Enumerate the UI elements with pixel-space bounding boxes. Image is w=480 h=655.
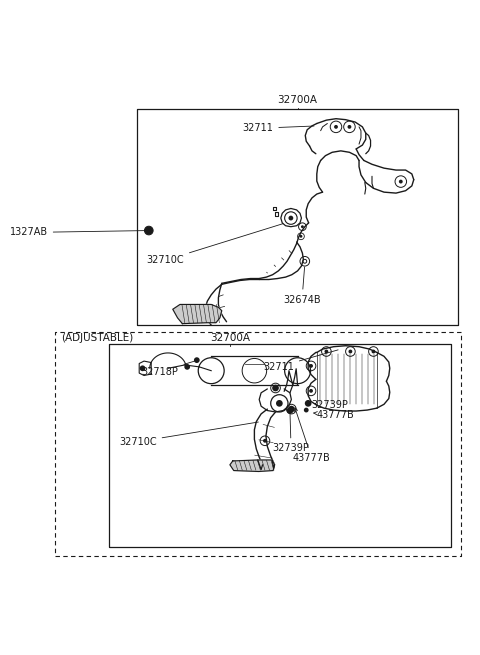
Circle shape — [140, 365, 145, 371]
Circle shape — [301, 225, 304, 228]
Circle shape — [263, 439, 267, 443]
Circle shape — [276, 400, 283, 407]
Circle shape — [348, 125, 351, 129]
Circle shape — [348, 350, 352, 354]
Circle shape — [372, 350, 375, 354]
Text: 32711: 32711 — [242, 123, 314, 134]
Text: 1327AB: 1327AB — [10, 227, 146, 238]
Text: 32700A: 32700A — [277, 95, 318, 105]
Circle shape — [288, 215, 293, 221]
Circle shape — [144, 226, 153, 235]
Text: 32739P: 32739P — [308, 400, 348, 410]
Text: 32710C: 32710C — [146, 224, 283, 265]
Circle shape — [288, 405, 295, 413]
Circle shape — [309, 364, 313, 368]
Circle shape — [399, 179, 403, 183]
Circle shape — [272, 384, 279, 391]
Circle shape — [304, 407, 309, 413]
Polygon shape — [173, 305, 222, 324]
Text: 32739P: 32739P — [273, 413, 310, 453]
Circle shape — [305, 400, 312, 407]
Text: 32711: 32711 — [263, 350, 338, 372]
Text: 43777B: 43777B — [293, 408, 331, 463]
Circle shape — [300, 235, 302, 238]
Circle shape — [287, 407, 293, 414]
Text: (ADJUSTABLE): (ADJUSTABLE) — [61, 333, 134, 343]
Circle shape — [194, 357, 200, 363]
Circle shape — [184, 364, 190, 369]
Text: 32674B: 32674B — [283, 267, 321, 305]
Text: 32700A: 32700A — [210, 333, 251, 343]
Text: 32710C: 32710C — [119, 422, 258, 447]
Text: 32718P: 32718P — [142, 361, 195, 377]
Circle shape — [334, 125, 338, 129]
Circle shape — [309, 389, 313, 393]
Circle shape — [324, 350, 328, 354]
Polygon shape — [230, 460, 275, 472]
Text: 43777B: 43777B — [314, 410, 355, 420]
